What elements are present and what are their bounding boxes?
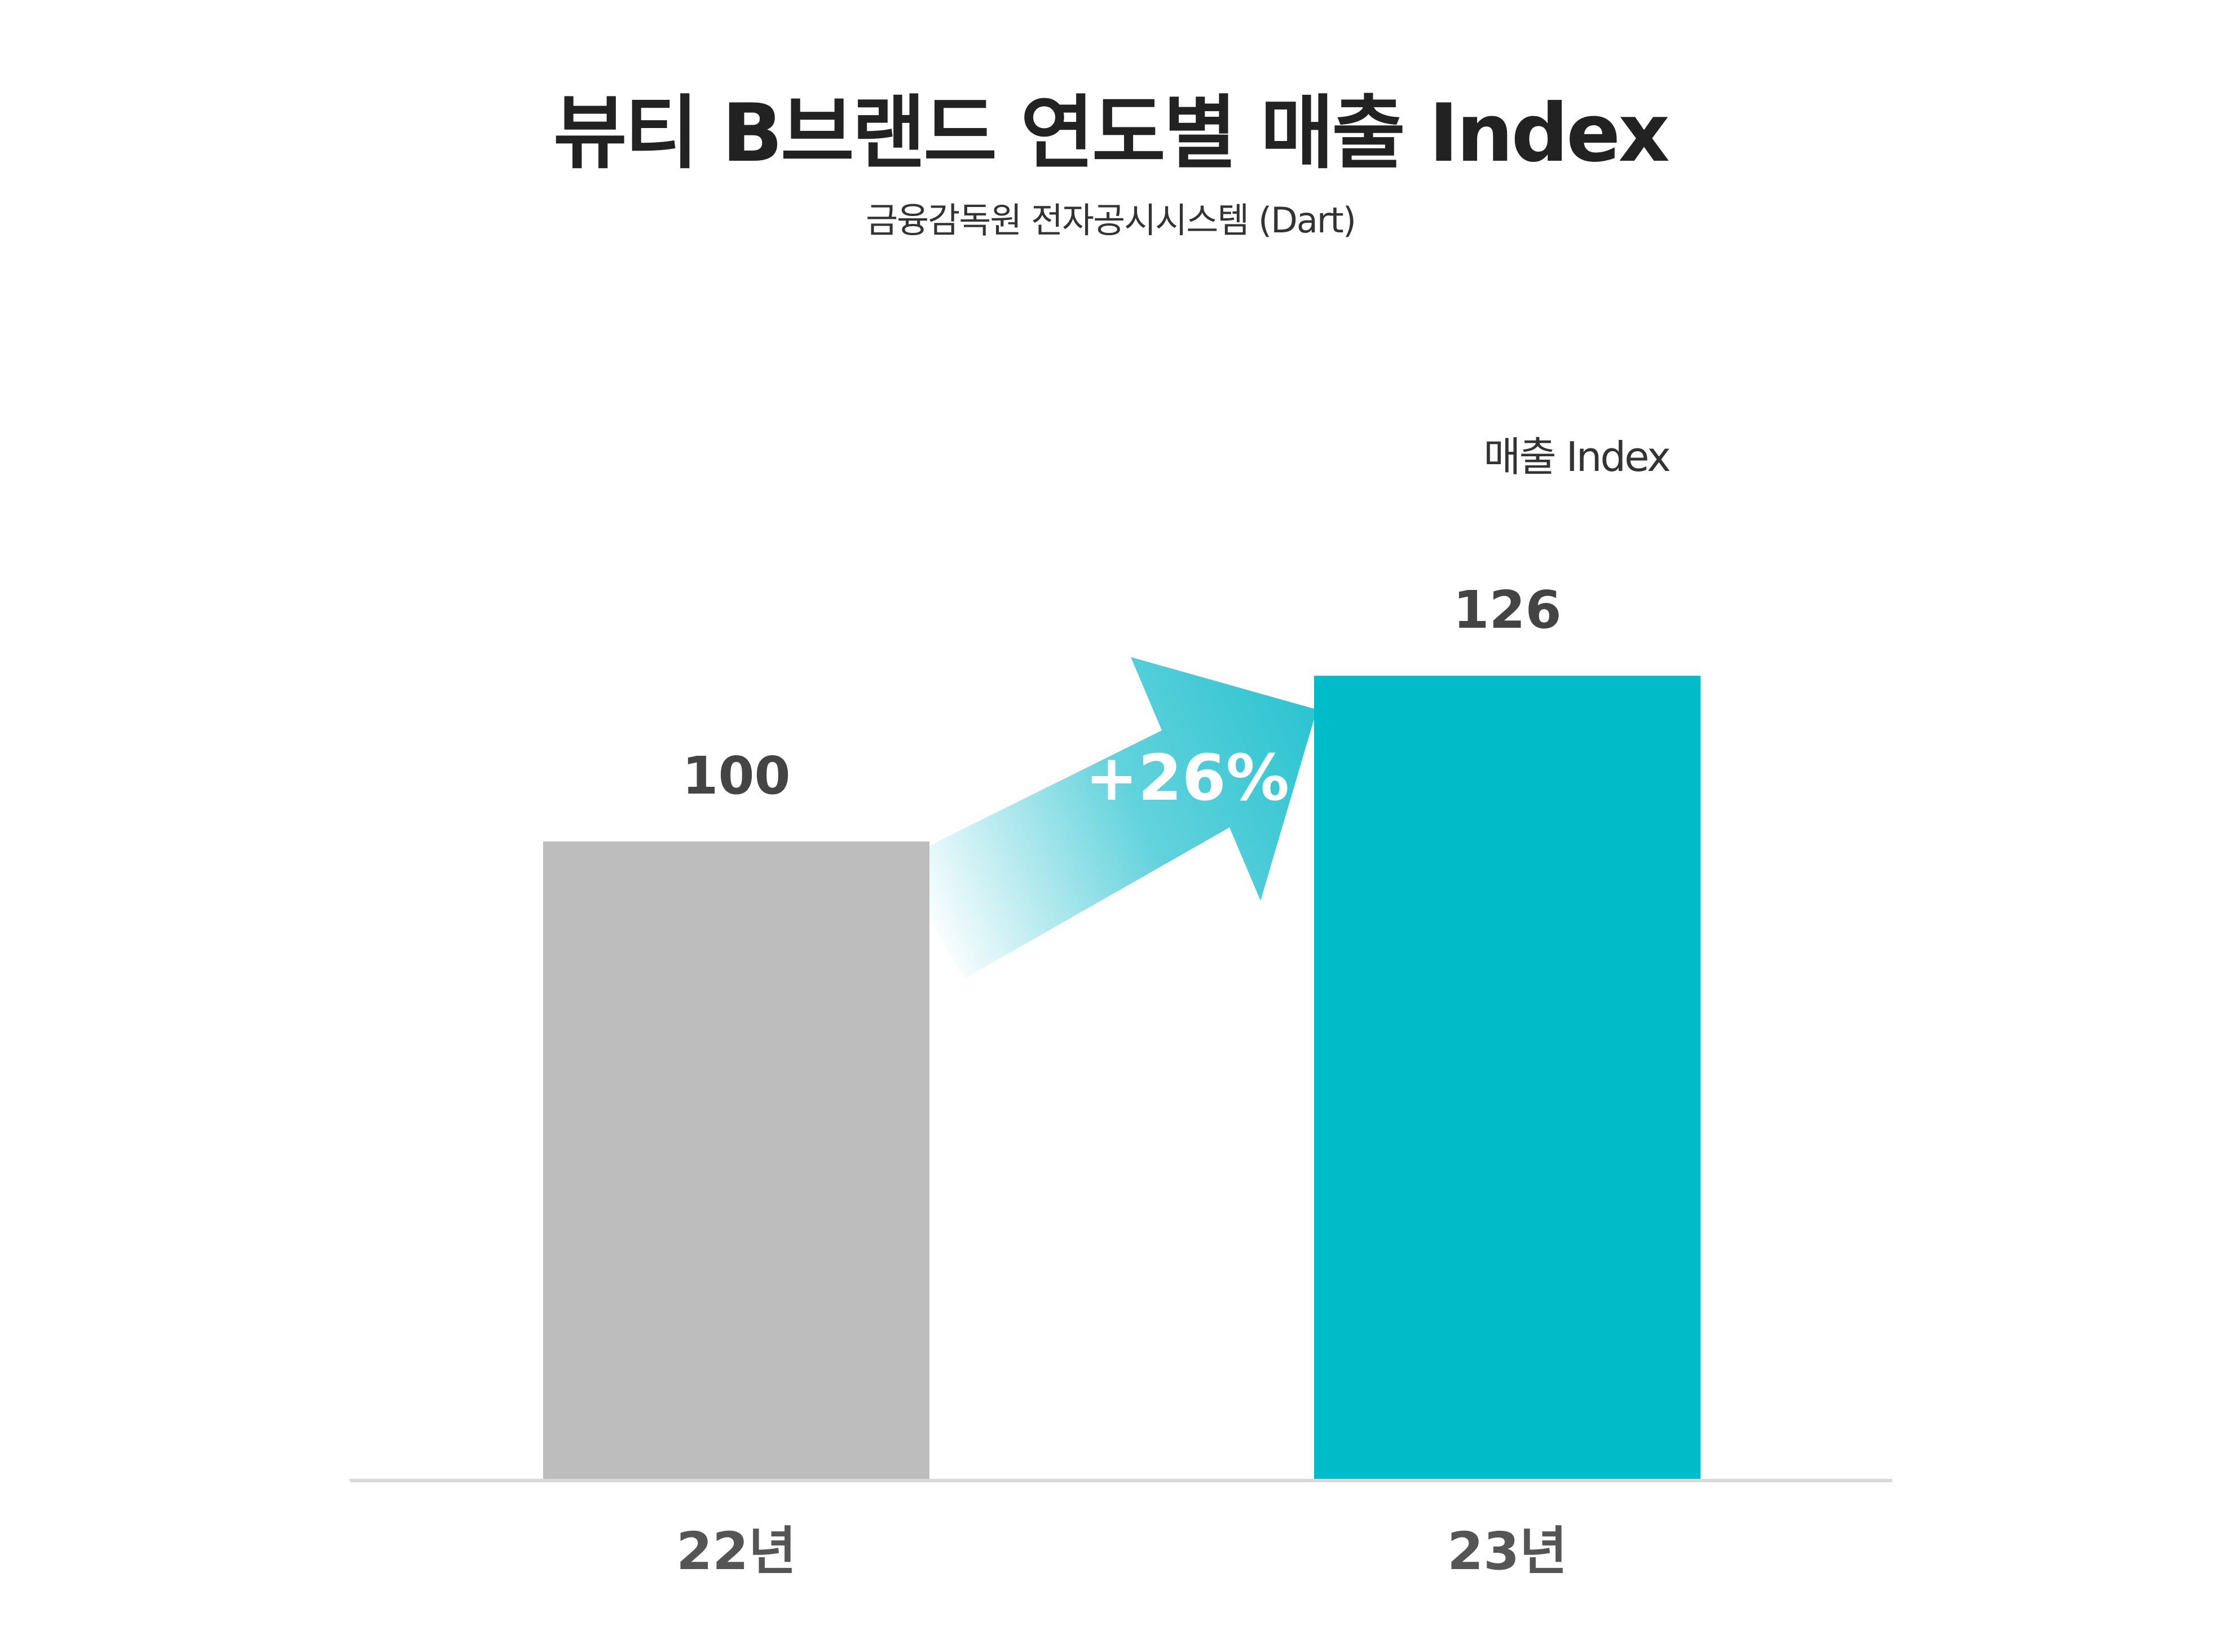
x-tick-label-1: 22년 [676, 1521, 796, 1581]
growth-label: +26% [1085, 742, 1289, 815]
bar-1 [543, 842, 929, 1479]
growth-arrow [897, 657, 1317, 979]
data-label-1: 100 [682, 746, 790, 806]
chart-title: 뷰티 B브랜드 연도별 매출 Index [553, 87, 1670, 180]
chart-subtitle: 금융감독원 전자공시시스템 (Dart) [866, 200, 1356, 241]
bar-2 [1314, 676, 1700, 1479]
legend-label: 매출 Index [1483, 433, 1670, 481]
x-tick-label-2: 23년 [1447, 1521, 1567, 1581]
data-label-2: 126 [1453, 580, 1561, 640]
